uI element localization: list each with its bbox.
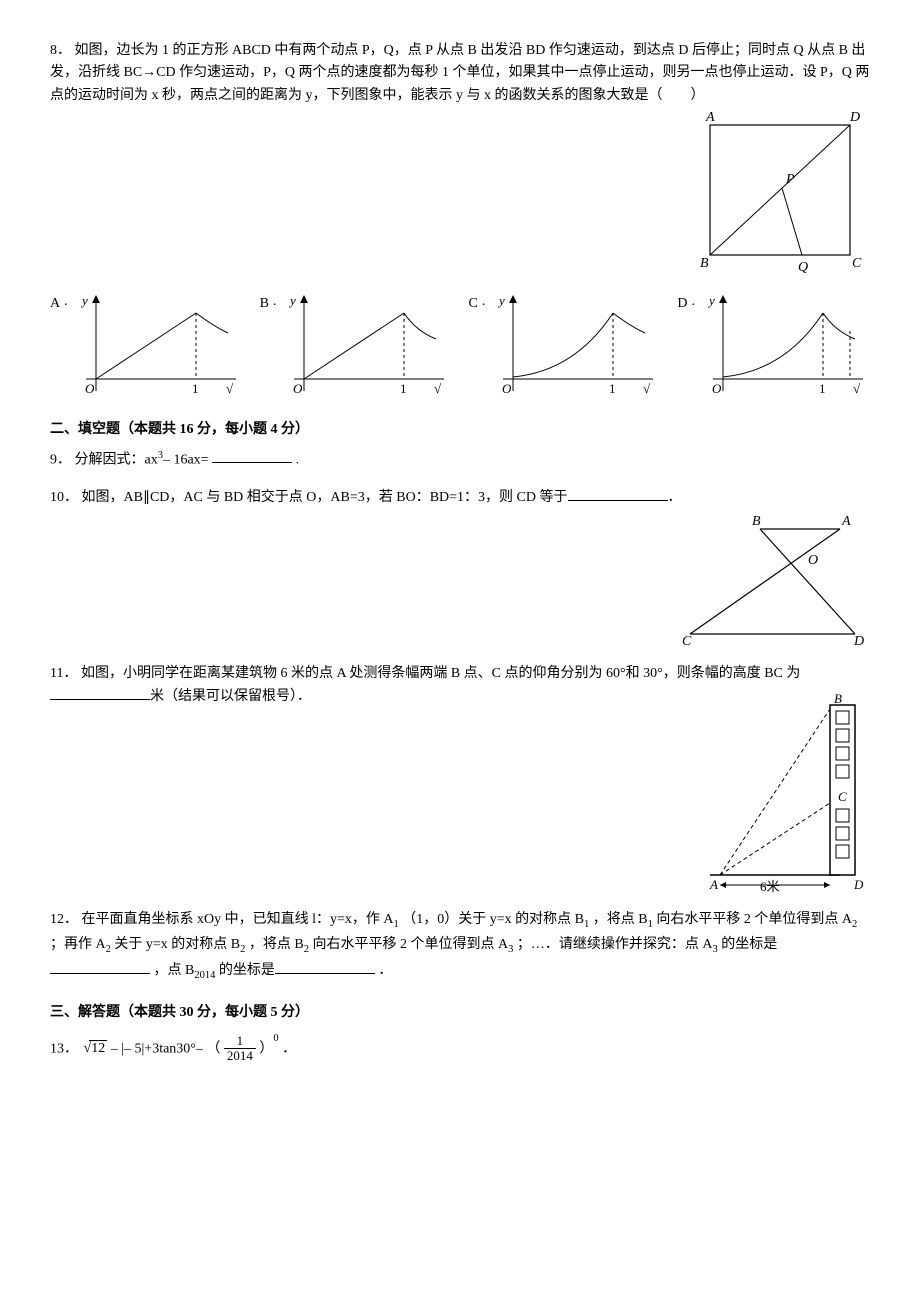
option-D-label: D [677,291,687,315]
svg-text:y: y [288,293,296,308]
q11-number: 11． [50,666,77,681]
q11-figure: A B C D 6米 [690,685,870,895]
question-11: 11． 如图，小明同学在距离某建筑物 6 米的点 A 处测得条幅两端 B 点、C… [50,663,870,895]
svg-text:D: D [853,877,864,892]
svg-text:O: O [502,381,512,396]
option-B-label: B [260,291,269,315]
q10-number: 10． [50,490,78,505]
q10-text: 如图，AB∥CD，AC 与 BD 相交于点 O，AB=3，若 BO：BD=1：3… [82,490,568,505]
label-D: D [849,110,860,125]
q10-post: ． [668,490,682,505]
svg-text:1: 1 [819,381,826,396]
q13-number: 13． [50,1041,78,1056]
question-10: 10． 如图，AB∥CD，AC 与 BD 相交于点 O，AB=3，若 BO：BD… [50,486,870,649]
svg-text:1: 1 [192,381,199,396]
sqrt-icon: 12 [82,1038,108,1060]
label-B: B [700,256,709,271]
chart-A: y O 1 √ [68,291,243,401]
option-C: C . y O 1 √ [469,291,661,401]
label-Q: Q [798,260,808,275]
q8-number: 8． [50,43,71,58]
svg-text:O: O [808,553,818,568]
q9-post: . [292,452,299,467]
square-pq-svg: A D B C P Q [690,107,870,277]
q8-options: A . y O 1 √ B . y O 1 √ [50,291,870,401]
svg-text:y: y [80,293,88,308]
q8-text: 如图，边长为 1 的正方形 ABCD 中有两个动点 P，Q，点 P 从点 B 出… [50,43,869,103]
section-3-heading: 三、解答题（本题共 30 分，每小题 5 分） [50,1002,870,1024]
option-B: B . y O 1 √ [260,291,452,401]
q13-mid1: – |– 5|+3tan30°– （ [111,1041,221,1056]
svg-text:√: √ [643,381,651,396]
svg-text:O: O [712,381,722,396]
option-A-label: A [50,291,60,315]
q11-svg: A B C D 6米 [690,685,870,895]
label-A: A [705,110,715,125]
q9-number: 9． [50,452,71,467]
question-8: 8． 如图，边长为 1 的正方形 ABCD 中有两个动点 P，Q，点 P 从点 … [50,40,870,277]
option-D: D . y O 1 √ [677,291,870,401]
question-12: 12． 在平面直角坐标系 xOy 中，已知直线 l：y=x，作 A1 （1，0）… [50,909,870,984]
svg-text:1: 1 [400,381,407,396]
svg-text:D: D [853,634,864,649]
option-A: A . y O 1 √ [50,291,243,401]
svg-text:√: √ [226,381,234,396]
q11-post: 米（结果可以保留根号）． [150,689,311,704]
svg-text:C: C [682,634,692,649]
svg-text:A: A [841,514,851,529]
svg-text:y: y [497,293,505,308]
svg-text:C: C [838,789,847,804]
svg-text:O: O [293,381,303,396]
q12-number: 12． [50,912,78,927]
chart-C: y O 1 √ [485,291,660,401]
q13-mid2: ） [259,1041,273,1056]
svg-text:B: B [752,514,761,529]
svg-text:√: √ [434,381,442,396]
svg-text:B: B [834,691,842,706]
q9-mid: – 16ax= [163,452,212,467]
svg-text:A: A [709,877,718,892]
svg-text:√: √ [853,381,861,396]
chart-D: y O 1 √ [695,291,870,401]
label-C: C [852,256,862,271]
q11-pre: 如图，小明同学在距离某建筑物 6 米的点 A 处测得条幅两端 B 点、C 点的仰… [81,666,800,681]
q12-blank-2 [275,959,375,974]
section-2-heading: 二、填空题（本题共 16 分，每小题 4 分） [50,419,870,441]
q9-pre: 分解因式：ax [75,452,158,467]
q8-square-figure: A D B C P Q [690,107,870,277]
q10-blank [568,486,668,501]
q9-blank [212,448,292,463]
label-P: P [785,172,795,187]
q10-svg: B A C D O [680,509,870,649]
svg-text:1: 1 [609,381,616,396]
question-13: 13． 12 – |– 5|+3tan30°– （ 1 2014 ）0 ． [50,1031,870,1064]
svg-text:6米: 6米 [760,879,780,894]
svg-text:y: y [707,293,715,308]
q11-blank [50,685,150,700]
fraction: 1 2014 [224,1034,256,1064]
chart-B: y O 1 √ [276,291,451,401]
q12-blank-1 [50,959,150,974]
q10-figure: B A C D O [680,509,870,649]
svg-text:O: O [85,381,95,396]
question-9: 9． 分解因式：ax3– 16ax= . [50,448,870,472]
option-C-label: C [469,291,478,315]
q13-post: ． [282,1041,296,1056]
q13-exp: 0 [273,1033,278,1044]
